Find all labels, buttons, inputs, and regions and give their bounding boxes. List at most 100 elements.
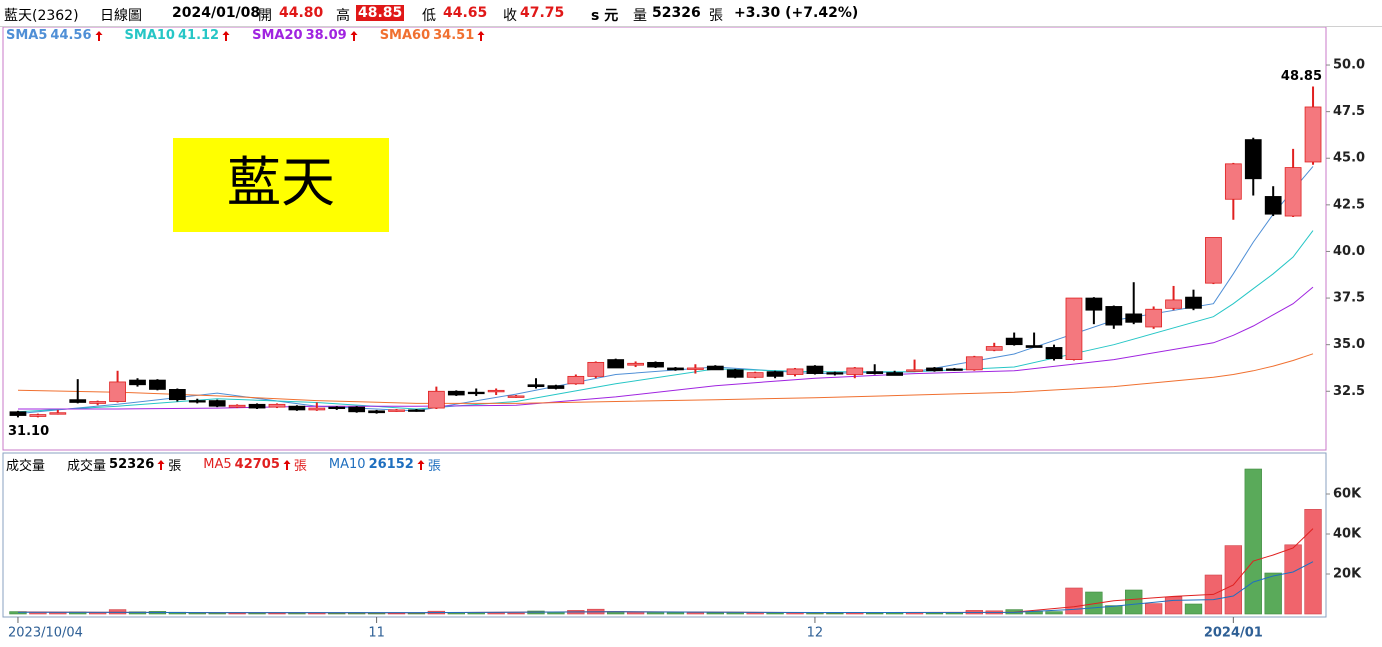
candle-body xyxy=(706,365,724,371)
legend-value: 42705 xyxy=(234,457,280,472)
stamp-text: 藍天 xyxy=(227,151,335,214)
y-tick-label: 40.0 xyxy=(1333,244,1365,259)
candle-body xyxy=(109,381,126,402)
open-value: 44.80 xyxy=(279,5,324,21)
volume-bar xyxy=(228,612,246,615)
candle-body xyxy=(487,389,505,393)
legend-item: MA5 42705 張 xyxy=(203,455,307,474)
header-bar: 藍天(2362) 日線圖 2024/01/08 開 44.80 高 48.85 … xyxy=(0,0,1382,27)
volume-bar xyxy=(1144,603,1163,615)
close-label: 收 xyxy=(503,8,517,24)
legend-item: SMA5 44.56 xyxy=(6,28,103,43)
volume-value: 52326 xyxy=(652,5,701,21)
candle-body xyxy=(806,365,824,374)
legend-value: 41.12 xyxy=(177,28,220,43)
y-tick-label: 37.5 xyxy=(1333,291,1365,306)
volume-bar xyxy=(1224,545,1243,615)
candle-body xyxy=(228,404,246,408)
volume-bar xyxy=(925,612,944,615)
volume-bar xyxy=(866,612,884,615)
candle-body xyxy=(886,372,903,376)
candle-body xyxy=(1165,299,1182,309)
open-label: 開 xyxy=(258,8,272,24)
low-label: 低 xyxy=(422,8,436,24)
candle-body xyxy=(1105,306,1123,326)
candle-body xyxy=(9,411,27,416)
volume-unit: 張 xyxy=(709,8,723,24)
candle-body xyxy=(866,371,884,374)
volume-bar xyxy=(1284,544,1302,615)
legend-item: SMA60 34.51 xyxy=(380,28,486,43)
legend-name: 成交量 xyxy=(67,459,107,474)
chart-kind[interactable]: 日線圖 xyxy=(100,8,142,24)
candle-body xyxy=(248,403,266,409)
legend-value: 44.56 xyxy=(50,28,92,43)
legend-name: MA10 xyxy=(328,457,366,472)
candle-body xyxy=(766,371,784,377)
candle-body xyxy=(527,384,545,388)
volume-bar xyxy=(1244,468,1262,615)
y-tick-label: 50.0 xyxy=(1333,58,1365,73)
candle-body xyxy=(388,409,405,412)
legend-value: 26152 xyxy=(368,457,414,472)
candle-body xyxy=(567,375,585,385)
candle-body xyxy=(188,400,206,403)
moving-average-line xyxy=(17,353,1314,404)
trend-arrow xyxy=(477,30,485,41)
candle-body xyxy=(288,405,306,411)
candle-body xyxy=(906,369,923,372)
candle-body xyxy=(1304,106,1322,163)
date: 2024/01/08 xyxy=(172,5,261,21)
volume-bar xyxy=(686,612,705,615)
legend-item: 成交量 52326 張 xyxy=(67,455,181,474)
y-tick-label: 42.5 xyxy=(1333,197,1365,212)
candle-body xyxy=(1125,313,1143,323)
candle-body xyxy=(746,372,764,378)
legend-value: 38.09 xyxy=(305,28,347,43)
trend-arrow xyxy=(222,30,230,41)
trend-arrow xyxy=(350,30,358,41)
candle-body xyxy=(447,390,465,396)
candle-body xyxy=(348,406,366,413)
candle-body xyxy=(328,406,346,410)
x-tick-label: 11 xyxy=(368,626,385,641)
y-tick-label: 47.5 xyxy=(1333,104,1365,119)
legend-name: SMA10 xyxy=(124,28,175,43)
candle-body xyxy=(826,372,844,375)
volume-bar xyxy=(1105,605,1123,615)
candle-body xyxy=(846,367,864,375)
legend-value: 52326 xyxy=(109,457,155,472)
candle-body xyxy=(308,407,326,411)
candle-body xyxy=(607,359,625,369)
candle-body xyxy=(69,399,87,403)
candle-body xyxy=(368,410,385,414)
candle-body xyxy=(129,379,146,386)
legend-name: SMA5 xyxy=(6,28,48,43)
moving-average-line xyxy=(17,561,1314,614)
candle-body xyxy=(49,412,67,415)
candle-body xyxy=(428,390,445,409)
high-label: 48.85 xyxy=(1281,69,1322,84)
moving-average-line xyxy=(18,286,1314,410)
high-value: 48.85 xyxy=(356,5,405,21)
candle-body xyxy=(1025,345,1043,348)
volume-bar xyxy=(1045,611,1063,615)
volume-bar xyxy=(766,612,784,615)
y-tick-label: 60K xyxy=(1333,487,1362,502)
legend-unit: 張 xyxy=(293,459,307,474)
x-tick-label: 12 xyxy=(807,626,824,641)
candle-body xyxy=(1185,296,1202,309)
candle-body xyxy=(1284,167,1302,217)
legend-name: SMA60 xyxy=(379,28,431,43)
volume-bar xyxy=(49,612,67,615)
candle-body xyxy=(1005,337,1023,346)
candle-body xyxy=(726,369,744,378)
y-tick-label: 20K xyxy=(1333,567,1362,582)
candle-body xyxy=(149,379,166,390)
x-tick-label: 2023/10/04 xyxy=(8,626,83,641)
volume-bar xyxy=(666,612,685,615)
y-tick-label: 35.0 xyxy=(1333,337,1365,352)
volume-bar xyxy=(646,611,665,615)
